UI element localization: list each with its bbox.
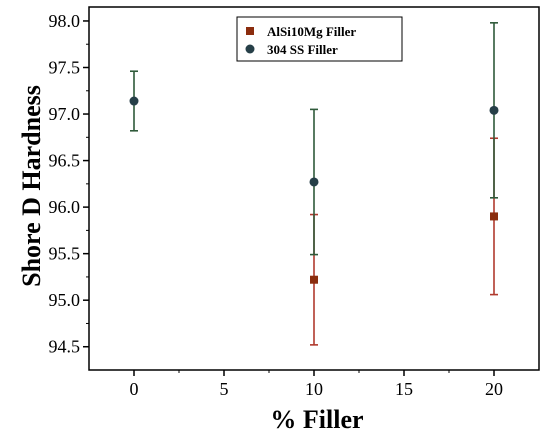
y-tick-label: 97.0	[49, 104, 81, 124]
y-tick-label: 94.5	[49, 337, 81, 357]
x-tick-label: 10	[305, 379, 323, 399]
x-tick-label: 20	[485, 379, 503, 399]
data-point-square	[310, 275, 318, 284]
plot-area: 0 5 10 15 20 94.5 95.0 95.5 96.0 96.5 97.0 97.5 98.0	[49, 6, 540, 399]
legend-label: 304 SS Filler	[267, 42, 338, 57]
y-tick-label: 96.5	[49, 151, 81, 171]
data-point-circle	[129, 96, 139, 106]
x-tick-label: 15	[395, 379, 413, 399]
x-tick-label: 0	[130, 379, 139, 399]
legend-marker-circle	[245, 44, 255, 54]
y-tick-label: 96.0	[49, 197, 81, 217]
legend-marker-square	[246, 27, 254, 35]
y-tick-label: 97.5	[49, 58, 81, 78]
data-point-circle	[309, 177, 319, 187]
legend-box	[236, 16, 403, 62]
data-point-square	[490, 212, 498, 221]
y-tick-label: 95.5	[49, 244, 81, 264]
y-tick-label: 98.0	[49, 11, 81, 31]
legend: AlSi10Mg Filler 304 SS Filler	[236, 16, 403, 62]
data-point-circle	[489, 105, 499, 115]
x-tick-label: 5	[220, 379, 229, 399]
x-axis-title: % Filler	[270, 405, 363, 434]
legend-label: AlSi10Mg Filler	[267, 24, 356, 39]
y-axis-title: Shore D Hardness	[17, 85, 46, 287]
y-tick-label: 95.0	[49, 290, 81, 310]
